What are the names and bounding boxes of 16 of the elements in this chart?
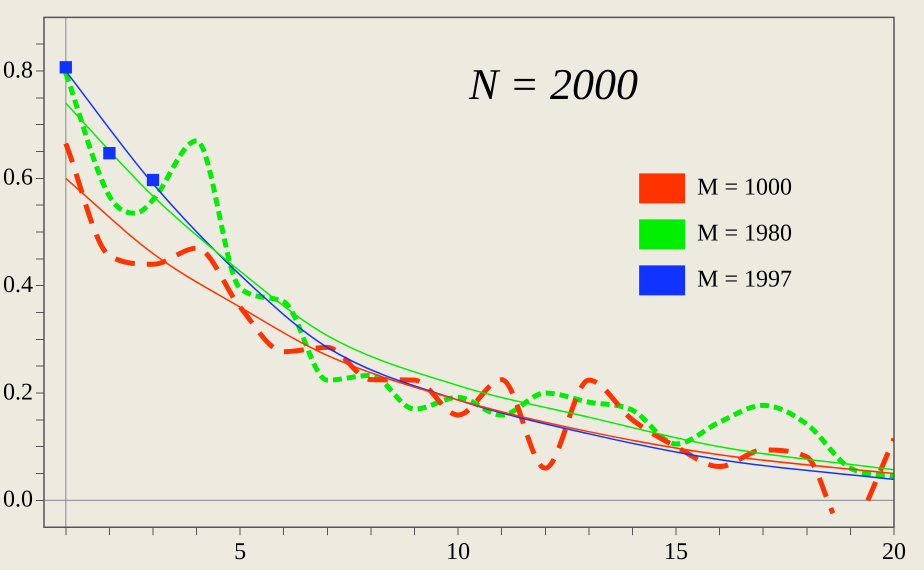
y-tick-label: 0.6 (3, 164, 33, 191)
x-tick-label: 15 (664, 538, 688, 565)
legend-label: M = 1980 (697, 220, 792, 247)
y-tick-label: 0.2 (3, 379, 33, 406)
x-tick-label: 5 (234, 538, 246, 565)
legend-label: M = 1997 (697, 266, 792, 293)
annotation: N = 2000 (468, 60, 638, 109)
x-tick-label: 20 (882, 538, 906, 565)
y-tick-label: 0.0 (3, 486, 33, 513)
point (146, 174, 160, 186)
y-tick-label: 0.4 (3, 272, 33, 298)
x-tick-label: 10 (446, 538, 470, 565)
y-tick-label: 0.8 (3, 57, 33, 84)
point (60, 61, 72, 74)
point (103, 147, 116, 160)
legend-label: M = 1000 (697, 174, 792, 201)
